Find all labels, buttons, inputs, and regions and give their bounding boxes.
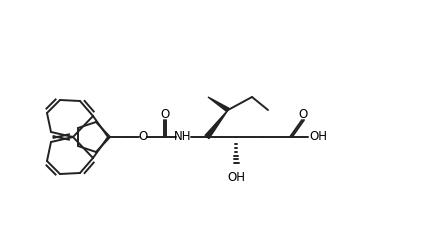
Text: OH: OH: [309, 131, 327, 143]
Polygon shape: [205, 110, 228, 139]
Text: NH: NH: [174, 131, 192, 143]
Text: OH: OH: [227, 171, 245, 184]
Text: O: O: [138, 131, 148, 143]
Polygon shape: [208, 97, 229, 112]
Text: O: O: [298, 108, 308, 121]
Text: O: O: [160, 108, 170, 121]
